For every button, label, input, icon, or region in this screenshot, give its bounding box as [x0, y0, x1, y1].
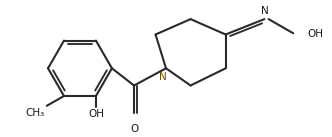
Text: OH: OH: [307, 29, 323, 39]
Text: N: N: [159, 72, 167, 82]
Text: O: O: [130, 124, 138, 134]
Text: OH: OH: [88, 109, 104, 119]
Text: CH₃: CH₃: [26, 108, 45, 118]
Text: N: N: [261, 6, 269, 16]
